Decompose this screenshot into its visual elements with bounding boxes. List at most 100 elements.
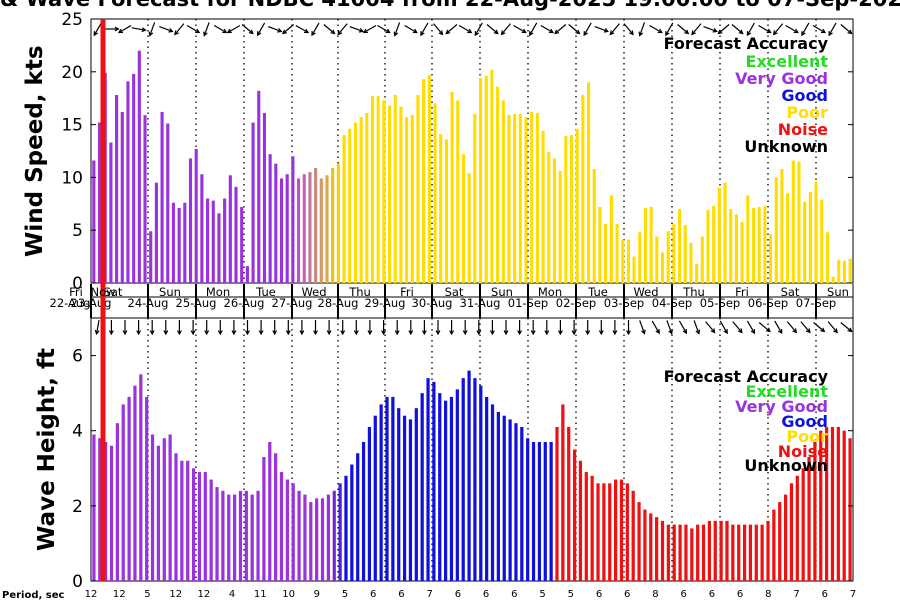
wind-legend-title: Forecast Accuracy bbox=[664, 34, 829, 53]
wind-bar bbox=[171, 202, 176, 283]
wind-bar bbox=[422, 79, 426, 283]
wind-legend: Forecast Accuracy Excellent Very Good Go… bbox=[664, 34, 829, 156]
wind-direction-arrow bbox=[256, 22, 266, 37]
wave-direction-arrow bbox=[530, 320, 536, 336]
wave-bar bbox=[783, 494, 788, 581]
wind-direction-arrow bbox=[174, 23, 185, 36]
wave-direction-arrow bbox=[758, 322, 771, 333]
wind-bar bbox=[405, 117, 409, 284]
wind-bar bbox=[700, 236, 704, 283]
wave-direction-arrow bbox=[639, 320, 646, 335]
day-weekday: Tue bbox=[587, 285, 608, 299]
wave-bar bbox=[514, 423, 518, 581]
wind-direction-arrow bbox=[649, 24, 663, 34]
wave-direction-arrow bbox=[557, 320, 563, 336]
wind-bar bbox=[416, 95, 420, 283]
wind-direction-arrow bbox=[583, 22, 592, 37]
wave-bar bbox=[455, 389, 459, 581]
wind-bar bbox=[433, 103, 437, 283]
wave-bar bbox=[508, 419, 512, 581]
wind-bar bbox=[740, 221, 744, 283]
period-tick-label: 6 bbox=[681, 589, 687, 600]
wave-bar bbox=[572, 449, 577, 581]
wind-direction-arrow bbox=[691, 23, 702, 36]
wave-direction-arrow bbox=[598, 320, 604, 336]
wave-bar bbox=[526, 438, 530, 581]
wind-ytick-label: 5 bbox=[72, 221, 83, 241]
day-weekday: Thu bbox=[682, 285, 705, 299]
wind-bar bbox=[109, 142, 113, 283]
period-tick-label: 10 bbox=[282, 589, 295, 600]
period-tick-label: 12 bbox=[198, 589, 211, 600]
day-date: 04-Sep bbox=[652, 296, 692, 310]
wave-bar bbox=[291, 483, 295, 581]
wave-direction-arrow bbox=[678, 320, 688, 335]
period-tick-label: 6 bbox=[822, 589, 828, 600]
wave-legend-excellent: Excellent bbox=[746, 382, 829, 401]
wave-bar bbox=[742, 524, 747, 581]
period-tick-label: 7 bbox=[427, 589, 433, 600]
wind-direction-arrow bbox=[213, 24, 228, 34]
wave-bar bbox=[631, 490, 635, 581]
wave-direction-arrow bbox=[176, 320, 182, 336]
wind-bar bbox=[234, 186, 238, 283]
wind-bar bbox=[518, 114, 522, 283]
wave-bar bbox=[643, 509, 647, 581]
wind-bar bbox=[331, 167, 335, 283]
wind-bar bbox=[376, 96, 380, 283]
day-weekday: Sun bbox=[491, 285, 513, 299]
wind-direction-arrow bbox=[349, 26, 365, 33]
wind-direction-arrow bbox=[785, 24, 799, 34]
wave-bar bbox=[625, 483, 629, 581]
wave-bar bbox=[180, 460, 184, 581]
wave-bar bbox=[678, 524, 682, 581]
wind-bar bbox=[473, 114, 477, 283]
wind-bar bbox=[786, 193, 790, 283]
wind-direction-arrow bbox=[677, 24, 690, 35]
wind-bar bbox=[655, 236, 659, 283]
wind-bar bbox=[461, 154, 466, 283]
wind-bar bbox=[706, 210, 710, 283]
wind-bar bbox=[683, 224, 687, 283]
day-weekday: Sun bbox=[159, 285, 181, 299]
period-tick-label: 6 bbox=[511, 589, 517, 600]
period-tick-label: 5 bbox=[539, 589, 545, 600]
period-tick-label: 6 bbox=[624, 589, 630, 600]
wave-bar bbox=[402, 415, 407, 581]
wave-bar bbox=[309, 502, 313, 581]
wave-bar bbox=[731, 524, 735, 581]
wave-bar bbox=[397, 408, 401, 581]
wave-bar bbox=[414, 408, 418, 581]
wind-direction-arrow bbox=[568, 24, 581, 35]
wave-bar bbox=[655, 517, 659, 581]
wind-bar bbox=[365, 112, 369, 283]
wave-bar bbox=[227, 494, 231, 581]
wave-direction-arrow bbox=[746, 320, 756, 335]
wave-direction-arrow bbox=[122, 320, 128, 336]
wave-direction-arrow bbox=[827, 321, 838, 334]
wind-legend-poor: Poor bbox=[786, 103, 828, 122]
wave-ytick-label: 4 bbox=[72, 422, 83, 442]
wave-bar bbox=[766, 520, 770, 581]
period-tick-label: 12 bbox=[85, 589, 98, 600]
wind-bar bbox=[228, 175, 232, 283]
wave-bar bbox=[215, 487, 219, 581]
wave-direction-arrow bbox=[190, 320, 196, 336]
wind-direction-arrow bbox=[458, 24, 473, 34]
period-tick-label: 8 bbox=[765, 589, 771, 600]
wave-bar bbox=[449, 396, 454, 581]
wave-direction-arrow bbox=[503, 320, 509, 336]
wave-bar bbox=[238, 490, 243, 581]
wave-bar bbox=[139, 374, 143, 581]
wave-direction-arrow bbox=[353, 320, 359, 336]
wind-direction-arrow bbox=[281, 24, 295, 35]
wave-bar bbox=[98, 438, 102, 581]
wind-bar bbox=[541, 130, 545, 283]
wind-bar bbox=[768, 234, 773, 283]
day-weekday: Fri bbox=[69, 285, 83, 299]
wind-direction-arrow bbox=[131, 27, 147, 33]
wave-direction-arrow bbox=[705, 321, 716, 334]
day-weekday: Tue bbox=[255, 285, 276, 299]
wave-ylabel: Wave Height, ft bbox=[34, 348, 60, 551]
wind-direction-arrow bbox=[513, 24, 527, 34]
